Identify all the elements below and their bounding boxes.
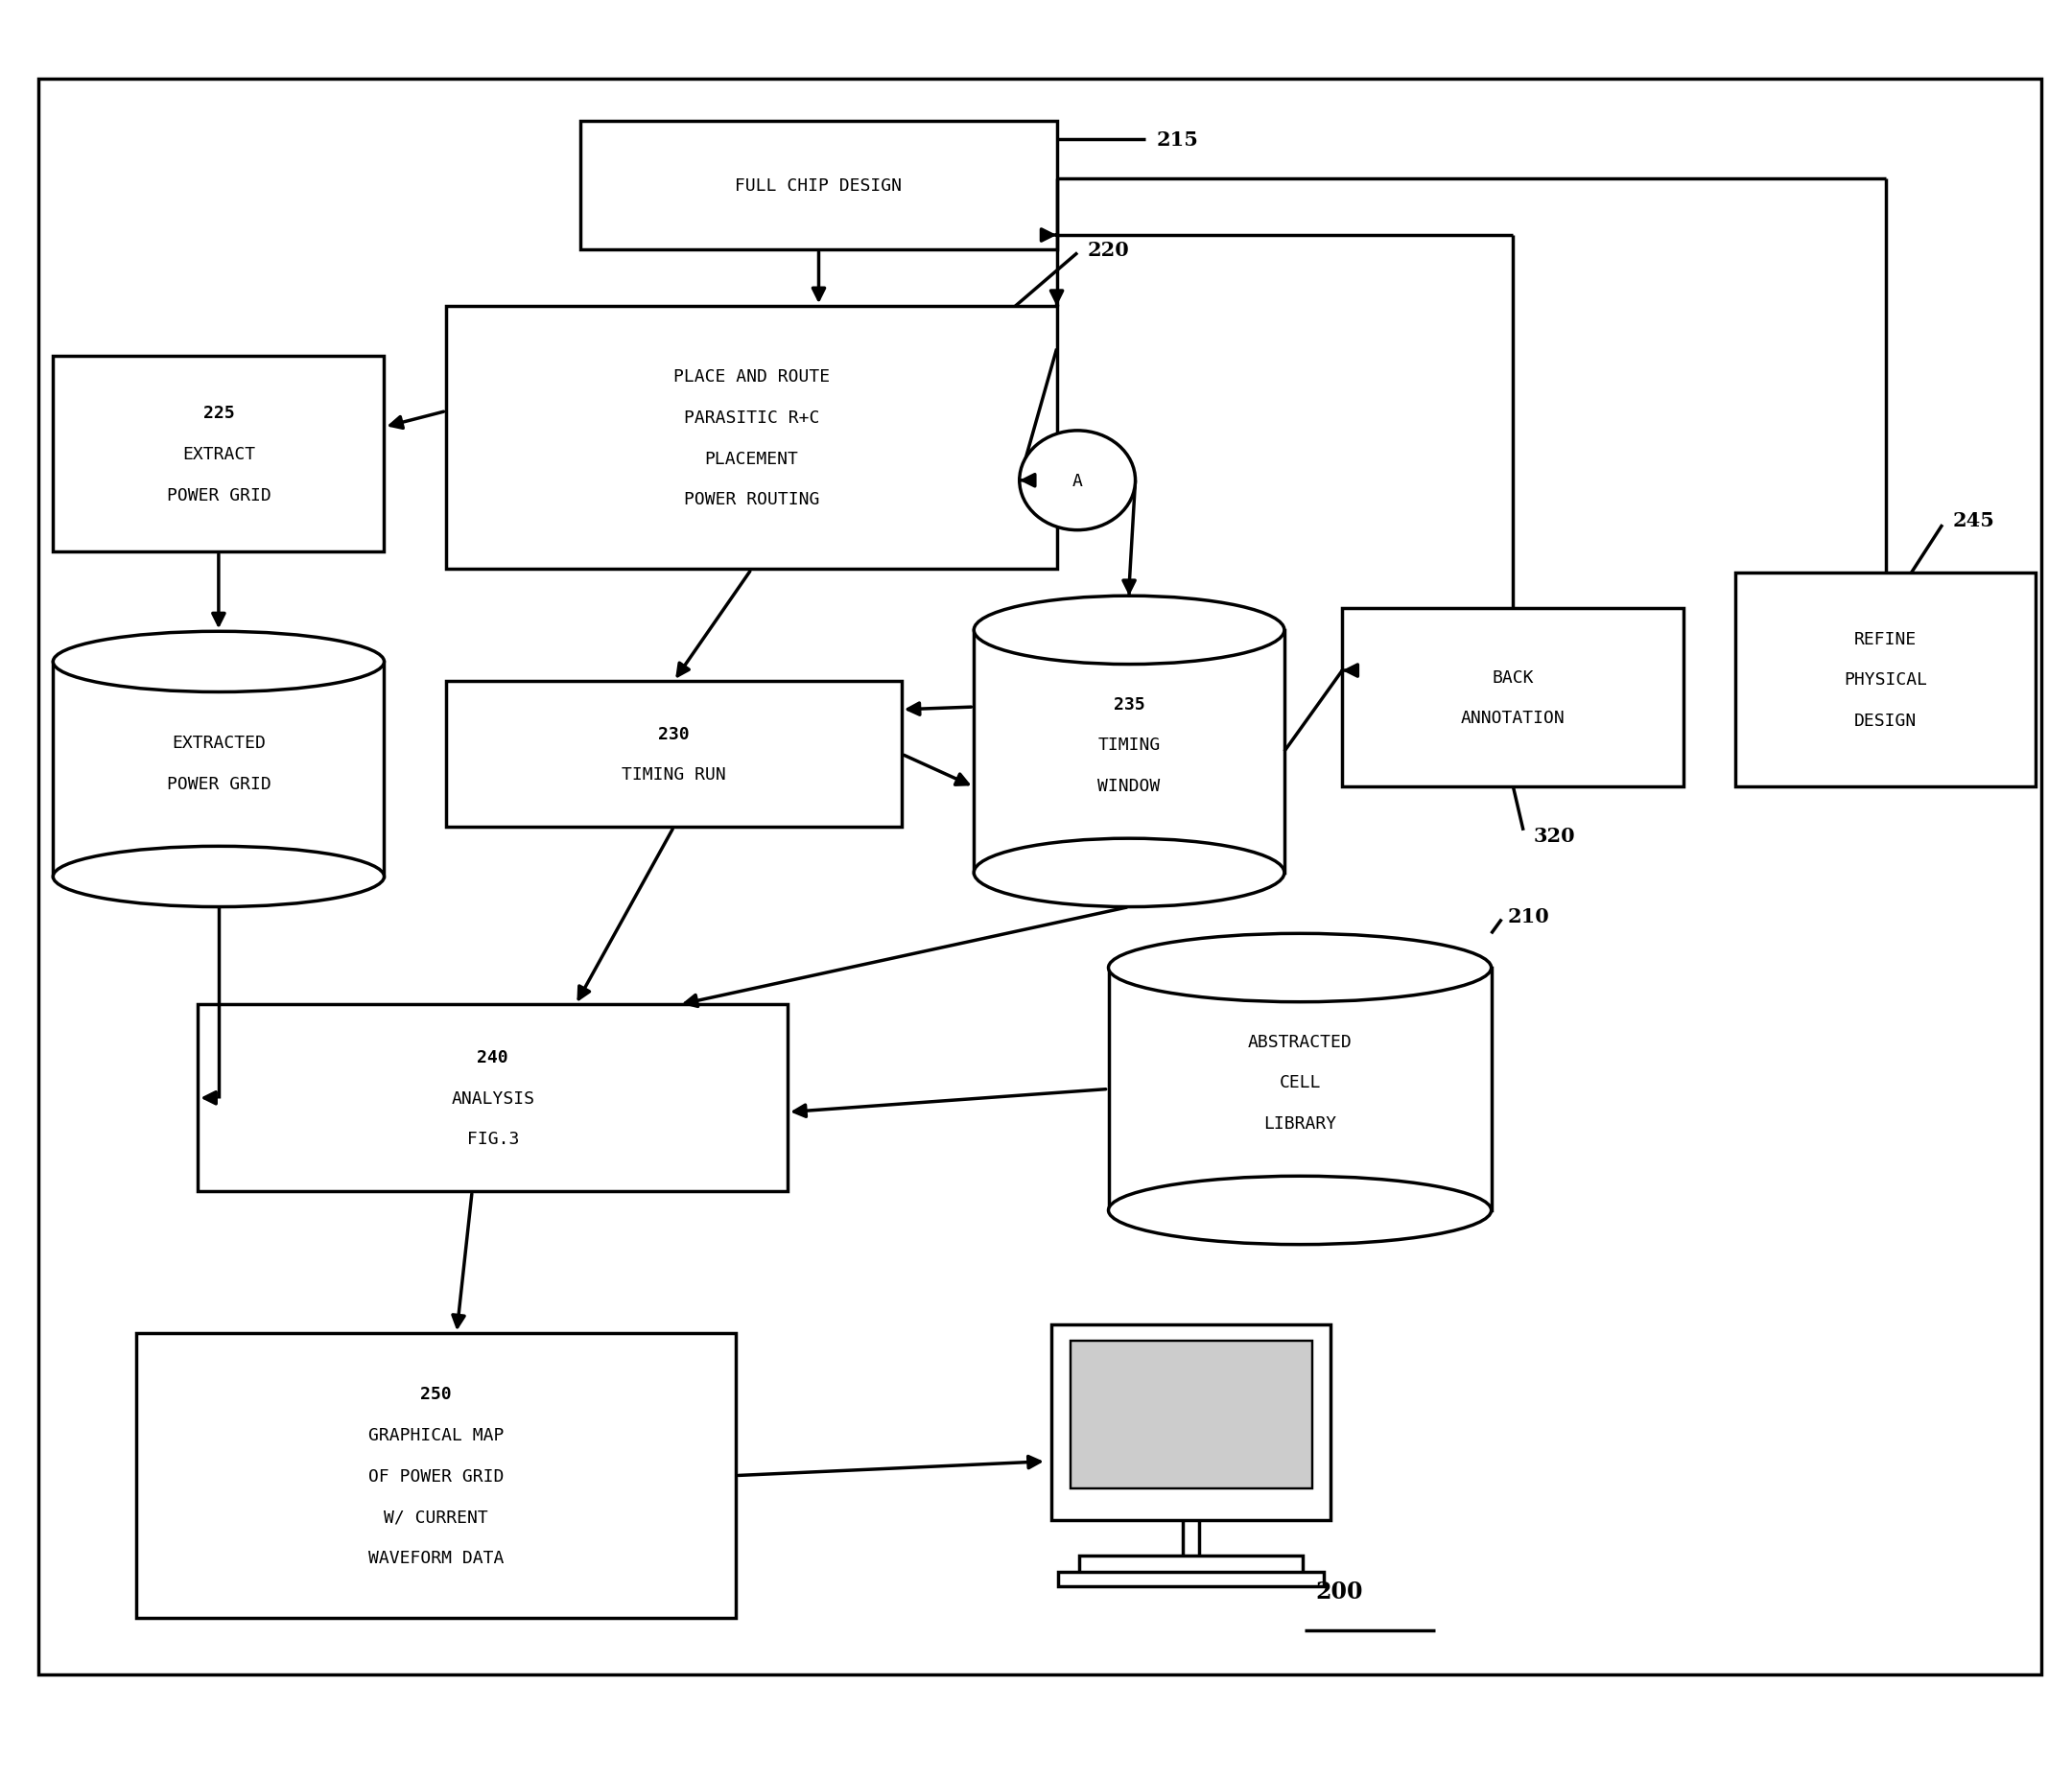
Text: LIBRARY: LIBRARY	[1264, 1115, 1336, 1131]
Text: POWER GRID: POWER GRID	[166, 486, 271, 503]
Text: TIMING RUN: TIMING RUN	[622, 767, 725, 783]
Text: ANALYSIS: ANALYSIS	[452, 1089, 535, 1107]
Text: POWER GRID: POWER GRID	[166, 776, 271, 793]
Bar	[1109, 968, 1492, 1210]
Text: 245: 245	[1952, 511, 1995, 530]
Text: FULL CHIP DESIGN: FULL CHIP DESIGN	[736, 178, 901, 194]
FancyBboxPatch shape	[1069, 1341, 1312, 1487]
Text: REFINE: REFINE	[1854, 630, 1917, 648]
Text: 235: 235	[1113, 696, 1144, 713]
Text: GRAPHICAL MAP: GRAPHICAL MAP	[369, 1427, 503, 1443]
FancyBboxPatch shape	[1343, 608, 1685, 786]
FancyBboxPatch shape	[580, 123, 1057, 251]
Bar	[54, 662, 383, 877]
Text: PLACE AND ROUTE: PLACE AND ROUTE	[673, 368, 829, 386]
FancyBboxPatch shape	[199, 1005, 787, 1192]
Text: TIMING: TIMING	[1098, 737, 1160, 754]
Ellipse shape	[1109, 934, 1492, 1002]
Text: FIG.3: FIG.3	[466, 1130, 518, 1147]
Text: PLACEMENT: PLACEMENT	[704, 450, 798, 468]
FancyBboxPatch shape	[1736, 573, 2035, 786]
Text: 320: 320	[1533, 827, 1575, 845]
Text: W/ CURRENT: W/ CURRENT	[383, 1509, 489, 1525]
Text: 230: 230	[659, 726, 690, 742]
Text: EXTRACTED: EXTRACTED	[172, 735, 265, 753]
Text: 225: 225	[203, 406, 234, 422]
Text: 210: 210	[1508, 907, 1550, 925]
Text: ABSTRACTED: ABSTRACTED	[1247, 1034, 1353, 1050]
FancyBboxPatch shape	[1080, 1555, 1303, 1574]
FancyBboxPatch shape	[1051, 1325, 1330, 1519]
FancyBboxPatch shape	[1059, 1573, 1324, 1587]
Text: EXTRACT: EXTRACT	[182, 447, 255, 463]
FancyBboxPatch shape	[445, 306, 1057, 569]
Text: WAVEFORM DATA: WAVEFORM DATA	[369, 1550, 503, 1566]
Text: 200: 200	[1316, 1580, 1363, 1603]
Circle shape	[1019, 431, 1135, 530]
FancyBboxPatch shape	[54, 356, 383, 551]
Text: 240: 240	[477, 1050, 508, 1066]
Text: 215: 215	[1156, 130, 1198, 149]
Ellipse shape	[974, 596, 1285, 665]
Text: BACK: BACK	[1492, 669, 1533, 687]
Ellipse shape	[54, 847, 383, 907]
Text: A: A	[1071, 471, 1082, 489]
Text: PHYSICAL: PHYSICAL	[1844, 671, 1927, 688]
Text: POWER ROUTING: POWER ROUTING	[684, 491, 818, 509]
FancyBboxPatch shape	[137, 1334, 736, 1617]
Text: 220: 220	[1088, 240, 1129, 260]
Text: CELL: CELL	[1278, 1075, 1320, 1091]
Ellipse shape	[1109, 1176, 1492, 1245]
Text: OF POWER GRID: OF POWER GRID	[369, 1468, 503, 1484]
Text: 250: 250	[421, 1386, 452, 1402]
Text: ANNOTATION: ANNOTATION	[1461, 710, 1564, 726]
Text: WINDOW: WINDOW	[1098, 777, 1160, 795]
FancyBboxPatch shape	[445, 681, 901, 827]
Text: PARASITIC R+C: PARASITIC R+C	[684, 409, 818, 427]
Bar	[974, 630, 1285, 873]
Text: DESIGN: DESIGN	[1854, 712, 1917, 729]
Ellipse shape	[54, 632, 383, 692]
Ellipse shape	[974, 840, 1285, 907]
